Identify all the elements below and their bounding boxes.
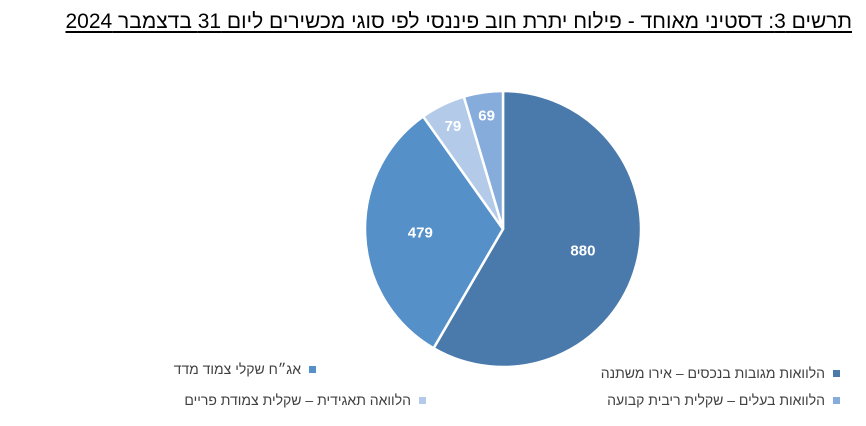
legend-entry-cpi-linked-bonds: אג״ח שקלי צמוד מדד — [174, 361, 316, 377]
legend-label: הלוואות מגובות בנכסים – אירו משתנה — [600, 365, 825, 381]
pie-slice-cpi-linked-bonds — [363, 114, 505, 350]
slice-label-owner-loans: 69 — [478, 108, 495, 125]
pie-slice-floating-euro-loans — [431, 89, 643, 369]
legend-entry-floating-euro-loans: הלוואות מגובות בנכסים – אירו משתנה — [601, 365, 840, 381]
legend-swatch — [833, 369, 840, 377]
slice-label-corporate-prime-loan: 79 — [445, 118, 462, 135]
legend-swatch — [309, 365, 316, 373]
chart-title: תרשים 3: דסטיני מאוחד - פילוח יתרת חוב פ… — [65, 10, 852, 33]
pie-slice-owner-loans — [462, 89, 505, 230]
slice-label-cpi-linked-bonds: 479 — [408, 225, 433, 242]
legend-entry-corporate-prime-loan: הלוואה תאגידית – שקלית צמודת פריים — [184, 392, 426, 408]
slice-label-floating-euro-loans: 880 — [570, 243, 595, 260]
legend-label: אג״ח שקלי צמוד מדד — [173, 361, 301, 377]
legend-entry-owner-loans: הלוואות בעלים – שקלית ריבית קבועה — [607, 392, 840, 408]
legend-swatch — [833, 396, 840, 404]
legend-swatch — [419, 396, 426, 404]
legend-label: הלוואות בעלים – שקלית ריבית קבועה — [607, 392, 825, 408]
legend-label: הלוואה תאגידית – שקלית צמודת פריים — [184, 392, 411, 408]
